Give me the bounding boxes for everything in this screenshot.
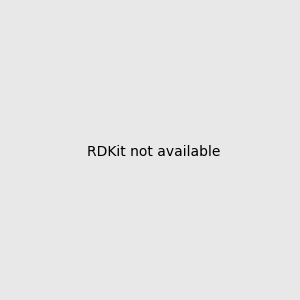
Text: RDKit not available: RDKit not available <box>87 145 220 158</box>
